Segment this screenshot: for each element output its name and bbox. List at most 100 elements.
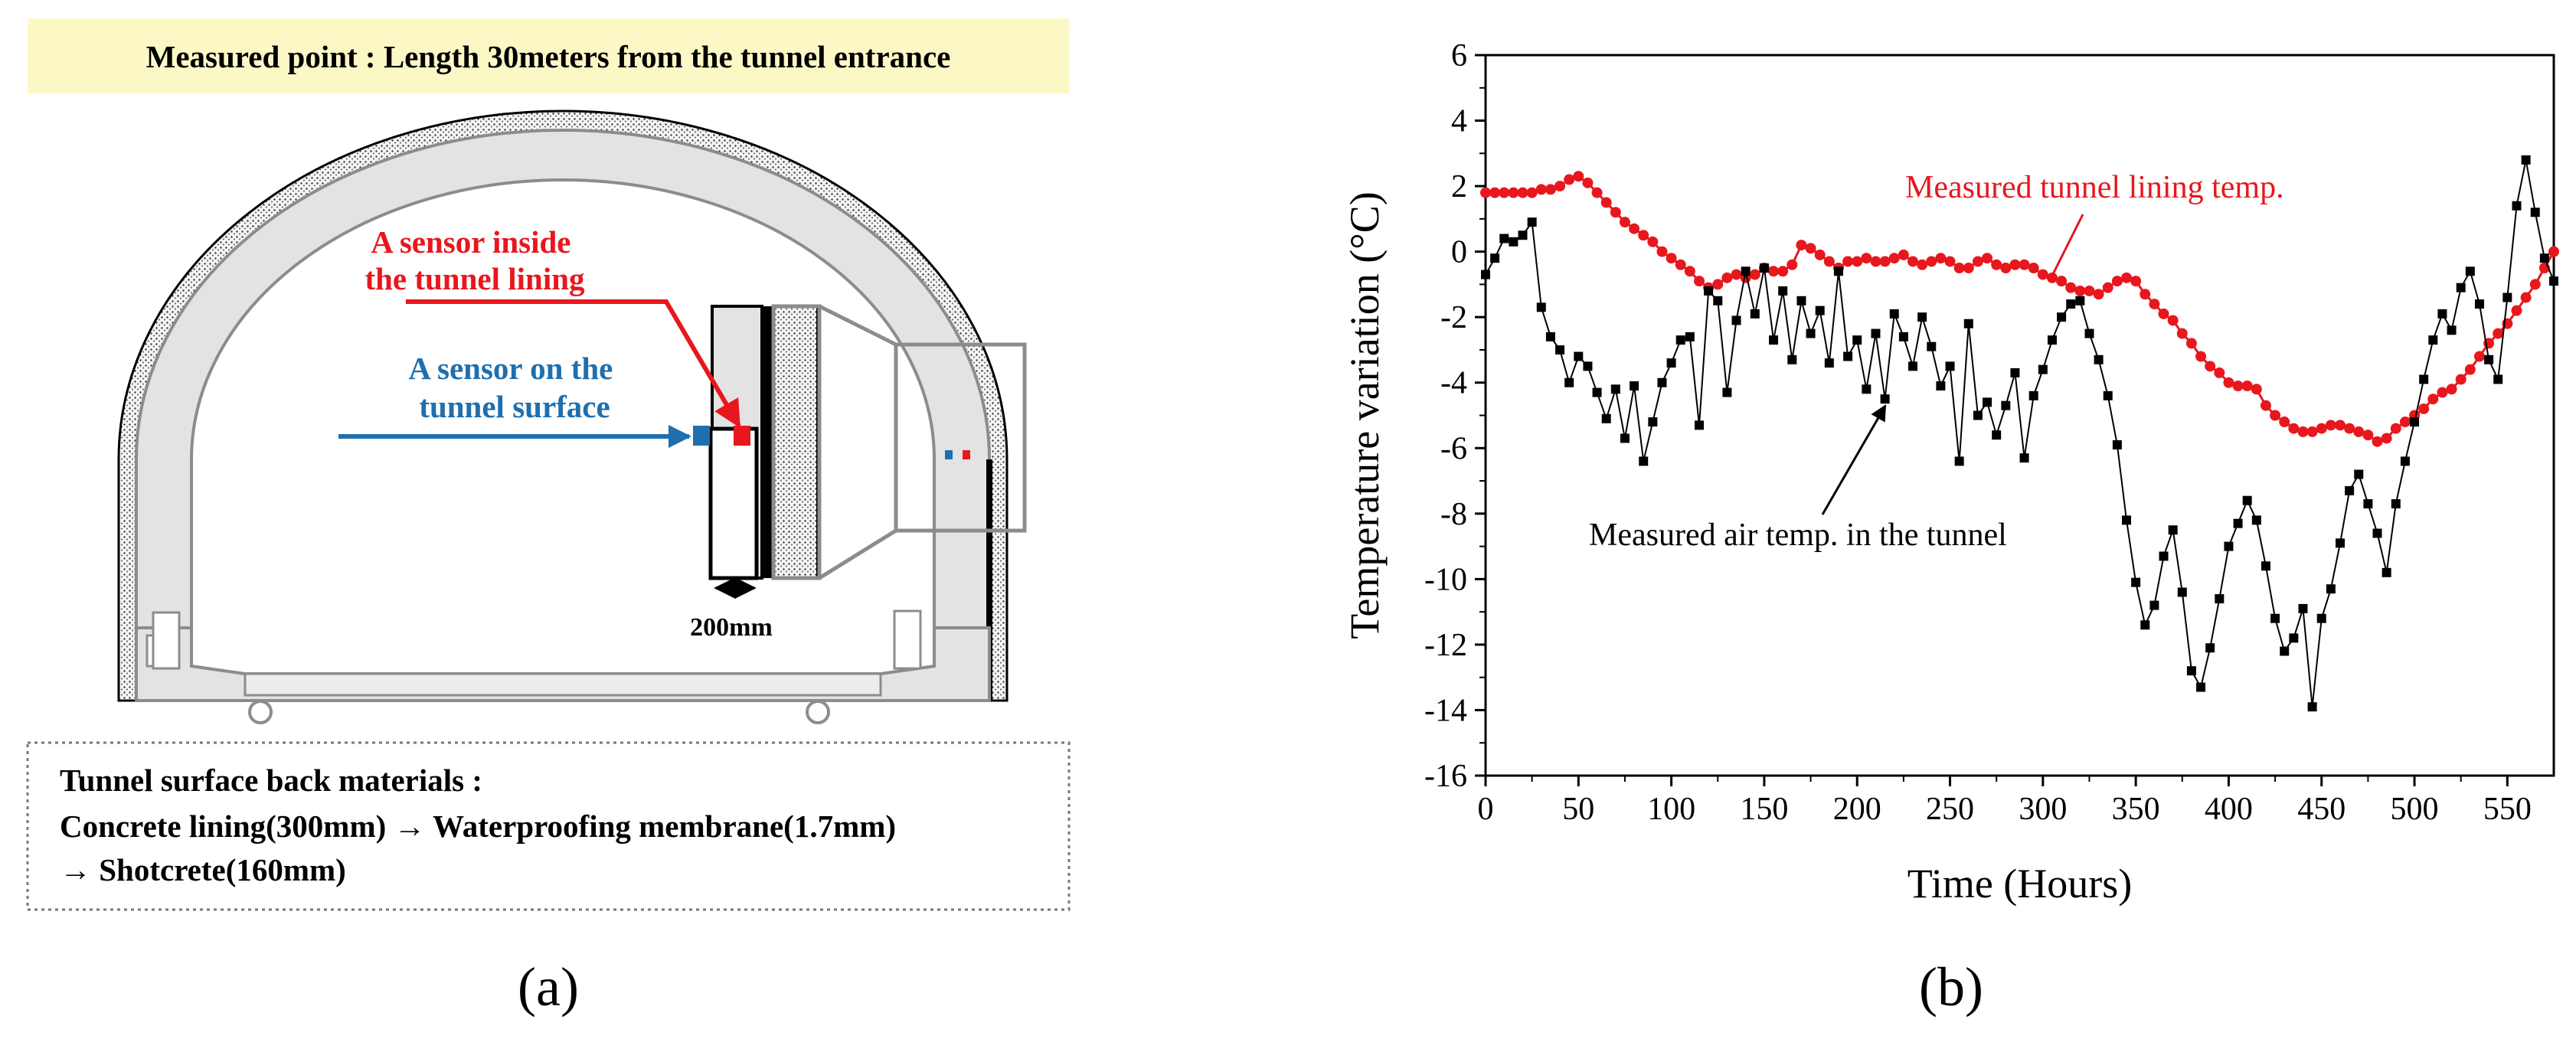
lining-temp-point (1982, 253, 1993, 264)
air-temp-point (2001, 400, 2011, 410)
lining-temp-point (2232, 381, 2244, 392)
lining-sensor-marker (734, 426, 750, 446)
air-temp-point (2131, 577, 2141, 587)
air-temp-point (2075, 296, 2085, 305)
air-temp-point (2186, 666, 2196, 676)
air-temp-point (1936, 381, 1946, 391)
air-temp-point (2307, 702, 2317, 712)
lining-temp-point (2111, 276, 2123, 287)
lining-temp-point (2019, 259, 2030, 270)
y-axis-label: Temperature variation (°C) (1342, 191, 1388, 639)
air-temp-point (2205, 643, 2215, 653)
panel-a-caption: (a) (518, 956, 579, 1018)
lining-temp-point (1480, 187, 1491, 198)
y-tick-label: -4 (1440, 366, 1467, 401)
lining-temp-point (1796, 240, 1807, 251)
x-tick-label: 500 (2391, 792, 2439, 827)
lining-temp-point (1870, 256, 1881, 267)
air-temp-point (1657, 377, 1667, 387)
air-temp-point (2122, 515, 2131, 525)
lining-temp-point (2195, 351, 2207, 362)
air-temp-point (1973, 410, 1983, 420)
air-temp-point (1639, 456, 1649, 466)
air-series-annotation: Measured air temp. in the tunnel (1589, 518, 2007, 553)
x-tick-label: 350 (2112, 792, 2160, 827)
lining-temp-point (1777, 266, 1789, 277)
lining-temp-point (2437, 387, 2448, 398)
air-temp-point (1992, 430, 2002, 440)
series-line-air (1485, 159, 2555, 707)
y-tick-label: -8 (1440, 497, 1467, 532)
lining-temp-point (1564, 174, 1575, 185)
sensor-inside-line-1: A sensor inside (371, 224, 570, 260)
lining-temp-point (2464, 364, 2476, 375)
x-tick-label: 200 (1833, 792, 1881, 827)
air-temp-point (1545, 332, 1555, 341)
tunnel-cross-section (117, 109, 1008, 724)
air-temp-point (1666, 358, 1676, 368)
x-tick-label: 100 (1647, 792, 1695, 827)
air-temp-point (2410, 417, 2420, 427)
x-tick-label: 250 (1926, 792, 1974, 827)
air-temp-point (2149, 600, 2159, 610)
air-temp-point (2493, 374, 2503, 384)
lining-temp-point (1749, 269, 1760, 280)
air-temp-point (2028, 390, 2038, 400)
air-temp-point (2177, 587, 2187, 597)
mini-surface-sensor (945, 450, 953, 459)
air-temp-point (2233, 518, 2243, 528)
y-tick-label: 0 (1451, 235, 1467, 270)
air-temp-point (2502, 292, 2512, 302)
x-tick-label: 550 (2483, 792, 2532, 827)
air-temp-point (2372, 528, 2382, 538)
air-temp-point (2038, 364, 2048, 374)
lining-temp-point (2316, 423, 2327, 434)
lining-temp-point (1721, 272, 1733, 283)
air-temp-point (1871, 328, 1881, 338)
air-temp-point (1509, 237, 1518, 247)
dimension-label: 200mm (690, 613, 773, 642)
lining-temp-point (1944, 256, 1956, 267)
materials-line-3: → Shotcrete(160mm) (60, 852, 346, 887)
lining-temp-point (1917, 259, 1928, 270)
air-temp-point (2084, 328, 2094, 338)
sensor-surface-line-1: A sensor on the (408, 351, 613, 386)
air-temp-point (2465, 266, 2475, 276)
lining-temp-point (2279, 417, 2290, 428)
air-temp-point (2521, 155, 2531, 165)
lining-temp-point (1573, 171, 1584, 182)
air-temp-point (2549, 276, 2558, 286)
lining-temp-point (2065, 282, 2077, 293)
air-temp-point (2140, 620, 2150, 630)
panel-b-chart: 0 50 100 150 200 250 300 350 400 450 500 550 -16 -14 -… (1342, 38, 2559, 907)
air-temp-point (1481, 270, 1490, 279)
air-temp-point (1917, 312, 1927, 322)
x-axis-label: Time (Hours) (1907, 861, 2133, 907)
lining-temp-point (2418, 403, 2430, 414)
air-temp-point (2539, 253, 2549, 263)
lining-temp-point (2074, 285, 2086, 296)
air-temp-point (1880, 394, 1890, 404)
lining-temp-point (2093, 289, 2104, 300)
air-temp-point (2196, 682, 2206, 692)
lining-temp-point (2000, 263, 2012, 274)
lining-temp-point (2288, 423, 2300, 434)
air-temp-point (2530, 207, 2540, 217)
lining-temp-point (1619, 217, 1630, 228)
lining-temp-point (1768, 266, 1780, 277)
lining-temp-point (1731, 269, 1742, 280)
air-temp-point (1908, 361, 1917, 371)
y-tick-label: -16 (1424, 759, 1467, 794)
lining-temp-point (2121, 272, 2132, 283)
air-temp-point (2057, 312, 2067, 322)
lining-temp-point (2399, 417, 2411, 428)
air-temp-point (2484, 355, 2494, 364)
lining-temp-point (1638, 230, 1649, 241)
lining-temp-point (1814, 249, 1826, 260)
air-temp-point (2298, 603, 2308, 613)
lining-temp-point (1489, 187, 1501, 198)
air-temp-point (1963, 319, 1973, 328)
lining-temp-point (2223, 377, 2234, 388)
lining-temp-point (2102, 282, 2113, 293)
